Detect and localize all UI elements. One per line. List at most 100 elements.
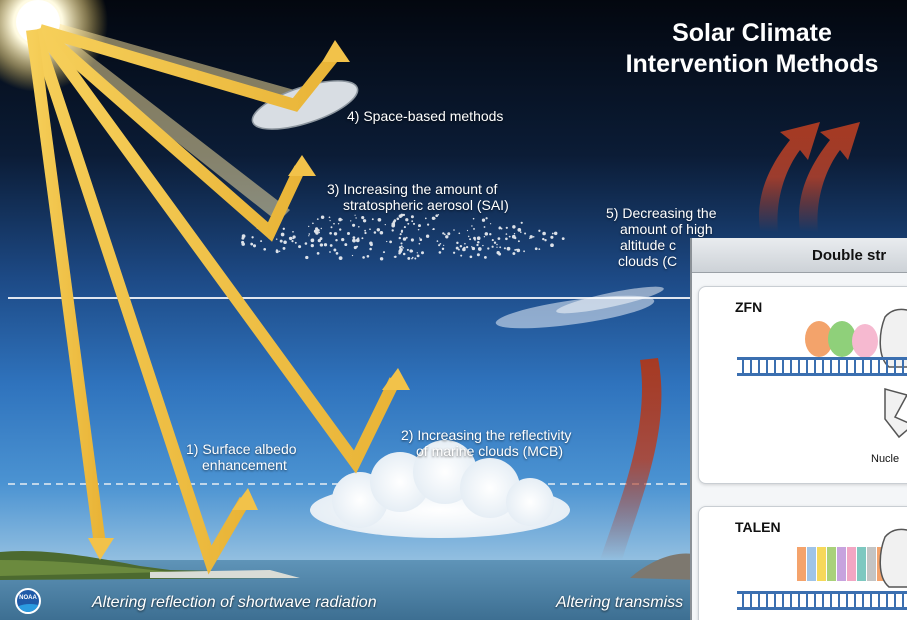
aerosol-particle [405,236,408,239]
aerosol-particle [473,227,475,230]
aerosol-particle [499,246,502,249]
aerosol-particle [292,235,296,239]
noaa-logo: NOAA [15,588,41,614]
aerosol-particle [291,240,294,243]
aerosol-particle [505,233,508,235]
aerosol-particle [402,252,406,256]
aerosol-particle [377,217,382,222]
aerosol-particle [512,225,516,229]
aerosol-particle [516,248,521,253]
aerosol-particle [512,252,516,256]
aerosol-particle [329,251,331,253]
aerosol-particle [338,256,343,260]
aerosol-particle [491,245,494,248]
aerosol-particle [496,243,498,246]
aerosol-particle [508,235,511,238]
aerosol-particle [373,231,377,234]
aerosol-particle [369,243,373,247]
aerosol-particle [278,250,281,253]
aerosol-particle [477,240,480,244]
aerosol-particle [524,232,527,235]
aerosol-particle [550,235,554,239]
aerosol-particle [410,238,414,242]
aerosol-particle [320,227,323,230]
aerosol-particle [550,243,554,248]
aerosol-particle [523,250,525,253]
aerosol-particle [352,223,356,227]
aerosol-particle [459,244,463,248]
aerosol-particle [460,254,463,257]
zfn-card: ZFN Nucle [698,286,907,484]
aerosol-particle [416,254,420,258]
aerosol-particle [252,244,257,248]
tale-repeat-block [857,547,866,581]
aerosol-particle [474,238,476,241]
noaa-logo-text: NOAA [19,595,37,601]
aerosol-particle [364,231,367,235]
aerosol-particle [439,242,442,245]
aerosol-particle [329,231,332,235]
talen-illustration [737,528,907,610]
label-space-based: 4) Space-based methods [347,108,503,124]
aerosol-particle [403,226,406,229]
aerosol-particle [355,245,359,248]
aerosol-particle [497,237,501,240]
tale-repeat-block [807,547,816,581]
inset-header: Double str [692,238,907,273]
aerosol-particle [361,216,365,220]
aerosol-particle [517,240,520,243]
aerosol-particle [417,228,420,231]
label-cirrus-line3: altitude c [620,237,677,253]
aerosol-particle [341,219,343,221]
talen-card: TALEN [698,506,907,620]
aerosol-particle [382,251,386,254]
aerosol-particle [371,218,374,221]
aerosol-particle [489,223,492,225]
aerosol-particle [517,228,522,232]
aerosol-particle [463,246,466,250]
aerosol-particle [355,238,360,243]
aerosol-particle [489,233,492,236]
aerosol-particle [369,228,371,231]
aerosol-particle [402,237,407,241]
aerosol-particle [250,242,252,245]
aerosol-particle [529,237,531,240]
aerosol-particle [453,229,455,231]
aerosol-particle [476,243,479,247]
aerosol-particle [435,214,439,218]
aerosol-particle [308,235,310,237]
aerosol-particle [561,237,565,241]
aerosol-particle [328,216,331,219]
aerosol-particle [424,217,427,220]
aerosol-particle [241,234,246,238]
aerosol-particle [455,246,459,250]
aerosol-particle [330,226,333,229]
aerosol-particle [407,222,410,225]
aerosol-particle [436,240,439,242]
aerosol-particle [316,218,319,221]
aerosol-particle [513,233,516,235]
aerosol-particle [476,253,480,257]
aerosol-particle [346,231,351,236]
label-cirrus-line2: amount of high [620,221,713,237]
aerosol-particle [458,232,461,235]
aerosol-particle [323,243,328,247]
aerosol-particle [464,242,466,245]
aerosol-particle [471,225,473,227]
aerosol-particle [333,222,335,225]
aerosol-particle [350,220,352,222]
aerosol-particle [282,246,286,250]
aerosol-particle [505,226,508,229]
aerosol-particle [337,222,340,225]
aerosol-particle [545,239,547,241]
aerosol-particle [308,225,310,228]
label-surface-albedo-line1: 1) Surface albedo [186,441,297,457]
aerosol-particle [411,220,414,223]
aerosol-particle [411,257,413,260]
zfn-illustration [737,308,907,439]
label-mcb-line2: of marine clouds (MCB) [416,443,564,459]
aerosol-particle [316,228,320,232]
aerosol-particle [352,238,356,243]
label-surface-albedo-line2: enhancement [202,457,287,473]
aerosol-particle [362,219,367,223]
